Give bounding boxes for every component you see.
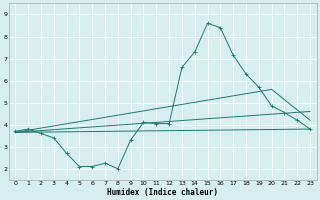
X-axis label: Humidex (Indice chaleur): Humidex (Indice chaleur) <box>107 188 218 197</box>
